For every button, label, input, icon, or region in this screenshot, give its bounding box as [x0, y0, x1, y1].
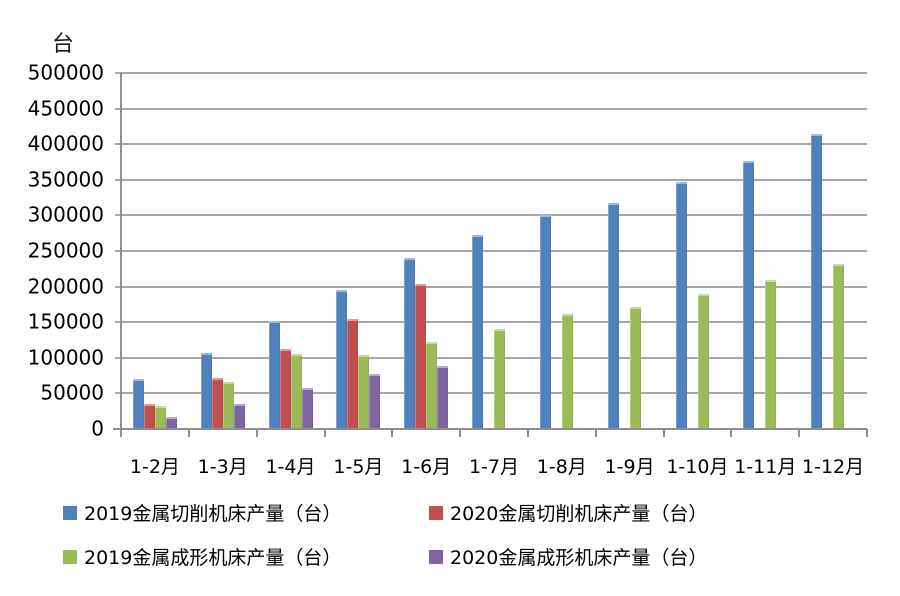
x-axis-tick-label: 1-7月 — [468, 456, 520, 478]
bar — [539, 215, 551, 429]
y-axis-tick-label: 250000 — [27, 238, 104, 263]
legend-label: 2020金属成形机床产量（台） — [450, 547, 708, 569]
bar — [279, 348, 291, 429]
y-axis-tick-label: 300000 — [27, 202, 104, 227]
bar — [607, 203, 619, 429]
x-axis-tick-label: 1-4月 — [265, 456, 316, 478]
legend-item: 2019金属成形机床产量（台） — [63, 543, 341, 570]
x-axis-tick — [255, 429, 258, 437]
bar — [154, 406, 166, 429]
y-gridline — [115, 250, 867, 252]
legend-swatch — [63, 505, 77, 520]
y-gridline — [115, 356, 867, 359]
y-axis-unit-label: 台 — [52, 32, 75, 57]
legend-label: 2019金属切削机床产量（台） — [84, 503, 342, 525]
y-gridline — [115, 178, 867, 181]
bar — [358, 355, 370, 429]
bar — [290, 354, 302, 429]
bar — [404, 258, 416, 429]
bar — [833, 263, 845, 429]
bar — [369, 374, 381, 429]
bar — [336, 290, 348, 429]
bar — [222, 382, 234, 429]
bar — [675, 181, 687, 429]
x-axis-tick-label: 1-3月 — [197, 456, 248, 478]
x-axis-tick-label: 1-6月 — [401, 456, 452, 478]
bar — [165, 416, 177, 429]
x-axis-tick — [866, 429, 868, 437]
x-axis-tick — [526, 429, 529, 437]
legend-swatch — [429, 505, 443, 520]
bar — [494, 328, 505, 429]
legend-item: 2020金属切削机床产量（台） — [429, 499, 707, 526]
x-axis-tick — [730, 429, 733, 437]
legend-item: 2020金属成形机床产量（台） — [429, 543, 707, 570]
x-axis-line — [113, 428, 867, 430]
y-axis-tick-label: 150000 — [27, 309, 104, 334]
x-axis-tick-label: 1-8月 — [536, 456, 587, 478]
y-axis-tick-label: 350000 — [27, 167, 104, 192]
legend-item: 2019金属切削机床产量（台） — [63, 499, 341, 526]
x-axis-tick-label: 1-5月 — [333, 456, 384, 478]
x-axis-tick — [798, 429, 801, 437]
bar — [211, 377, 223, 429]
x-axis-tick — [594, 429, 597, 437]
legend-label: 2019金属成形机床产量（台） — [84, 547, 342, 569]
bar — [347, 319, 359, 429]
x-axis-tick — [391, 429, 394, 437]
y-gridline — [115, 143, 867, 146]
bar — [301, 388, 313, 429]
y-axis-tick-label: 100000 — [27, 345, 104, 370]
x-axis-tick-label: 1-12月 — [802, 456, 865, 478]
bar — [132, 379, 144, 429]
bar — [561, 314, 573, 429]
y-axis-tick-label: 50000 — [40, 380, 104, 405]
x-axis-tick-label: 1-11月 — [734, 456, 797, 478]
x-axis-tick-label: 1-9月 — [604, 456, 655, 478]
x-axis-tick — [662, 429, 665, 437]
bar — [437, 365, 449, 429]
x-axis-tick — [323, 429, 326, 437]
bar — [426, 342, 438, 429]
x-axis-tick-label: 1-2月 — [129, 456, 180, 478]
bar — [472, 235, 483, 429]
bar — [629, 306, 641, 429]
bar — [233, 404, 245, 429]
legend-label: 2020金属切削机床产量（台） — [450, 503, 708, 525]
y-gridline — [115, 392, 867, 395]
y-gridline — [115, 72, 867, 74]
legend-swatch — [429, 549, 443, 564]
legend-swatch — [63, 549, 77, 564]
y-axis-tick-label: 400000 — [27, 131, 104, 156]
bar — [200, 352, 212, 429]
y-axis-tick-label: 0 — [91, 416, 104, 441]
bar — [415, 283, 427, 429]
bar — [743, 161, 755, 429]
y-axis-line — [120, 73, 122, 437]
bar — [143, 404, 155, 429]
y-gridline — [115, 214, 867, 217]
y-axis-tick-label: 500000 — [27, 60, 104, 85]
bar — [268, 320, 280, 429]
x-axis-tick — [120, 429, 122, 437]
x-axis-tick — [459, 429, 462, 437]
bar — [765, 279, 777, 429]
y-axis-tick-label: 200000 — [27, 274, 104, 299]
bar — [811, 133, 823, 429]
x-axis-tick — [187, 429, 190, 437]
x-axis-tick-label: 1-10月 — [666, 456, 729, 478]
y-gridline — [115, 321, 867, 324]
y-gridline — [115, 107, 867, 110]
y-axis-tick-label: 450000 — [27, 96, 104, 121]
bar — [697, 293, 709, 429]
y-gridline — [115, 285, 867, 288]
